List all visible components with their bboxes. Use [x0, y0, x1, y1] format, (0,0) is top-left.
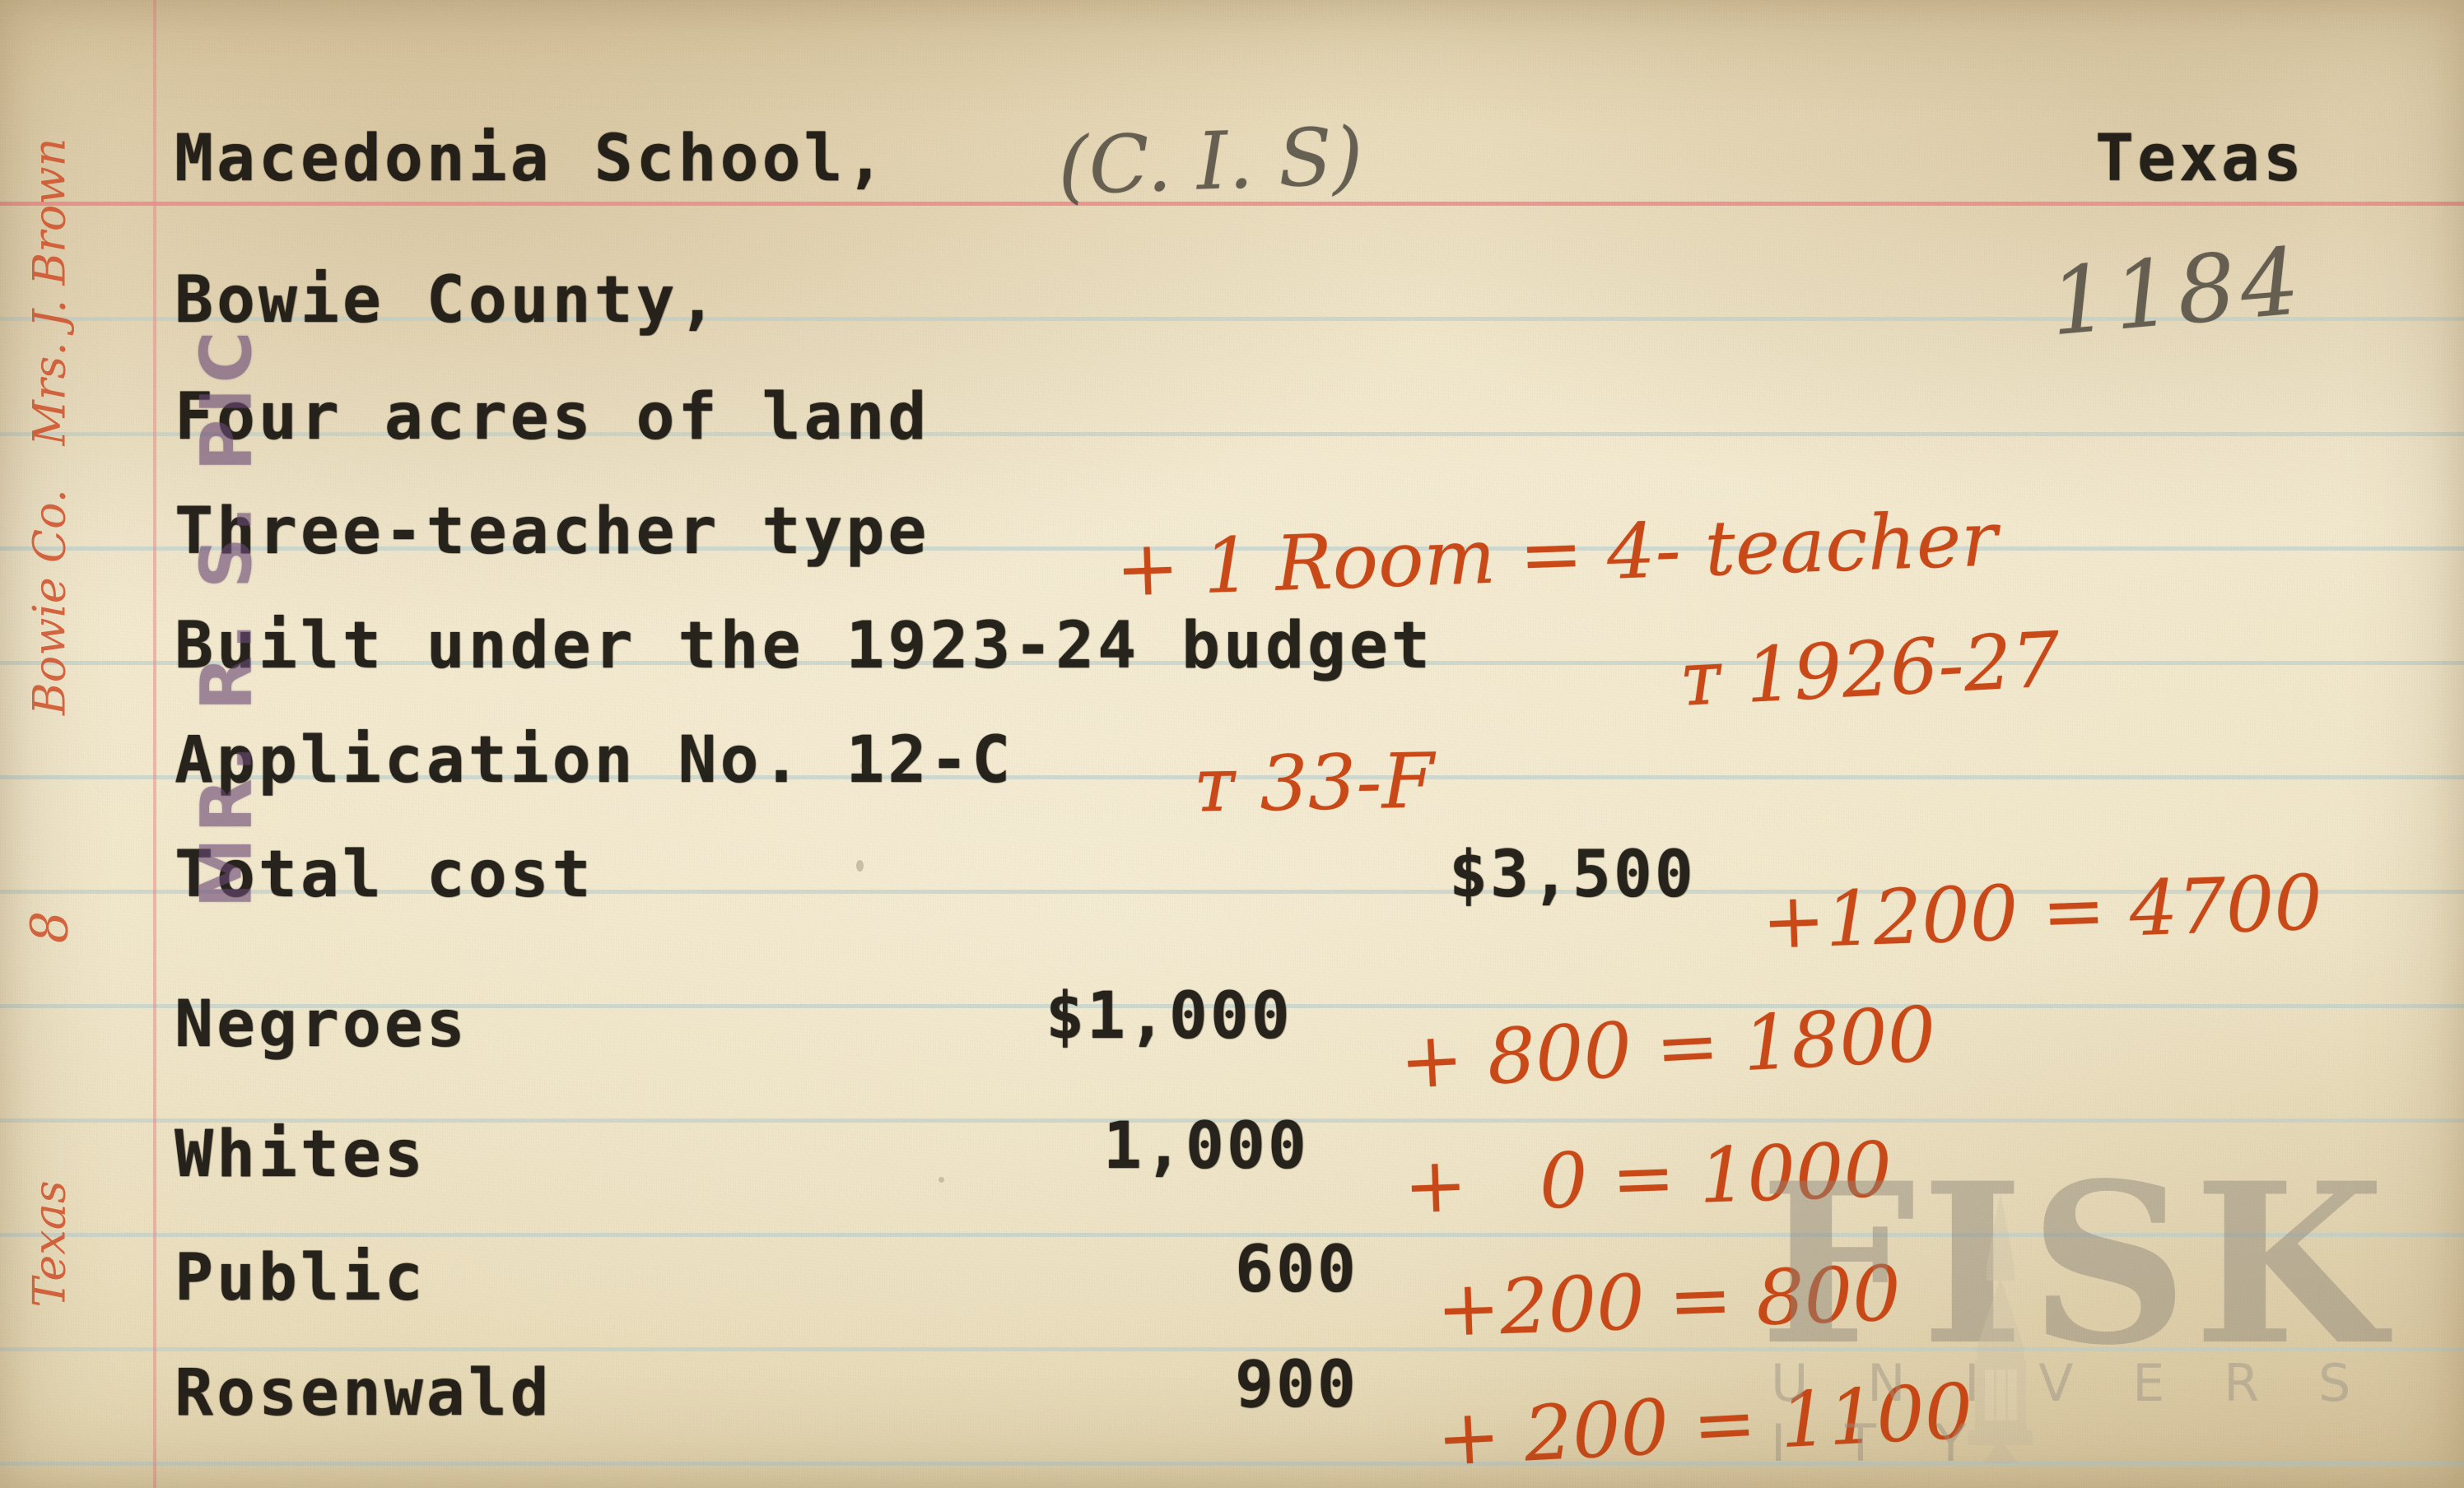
- ruled-line: [0, 661, 2464, 665]
- paper-speck: [860, 761, 869, 770]
- cost-label-total: Total cost: [175, 838, 594, 912]
- ruled-line: [0, 1004, 2464, 1008]
- line-label-teacher-type: Three-teacher type: [175, 495, 930, 569]
- cost-label-negroes: Negroes: [175, 988, 468, 1062]
- annotation-public: +200 = 800: [1435, 1249, 1903, 1354]
- margin-note-2: 8: [19, 910, 80, 944]
- annotation-total: +1200 = 4700: [1760, 858, 2324, 966]
- ruled-line-red: [0, 202, 2464, 206]
- county-label: Bowie County,: [175, 263, 720, 337]
- ruled-line: [0, 546, 2464, 551]
- cost-amount-whites: 1,000: [1103, 1109, 1309, 1183]
- ruled-line: [0, 775, 2464, 779]
- paper-speck: [856, 860, 864, 872]
- margin-rule: [153, 0, 156, 1488]
- cost-label-rosenwald: Rosenwald: [175, 1356, 552, 1430]
- cost-label-public: Public: [175, 1241, 426, 1315]
- archive-stamp: MR. R. S. PIC: [185, 326, 268, 909]
- cost-amount-negroes: $1,000: [1046, 979, 1293, 1053]
- ruled-line: [0, 1118, 2464, 1123]
- ruled-line: [0, 890, 2464, 894]
- ruled-line: [0, 1347, 2464, 1351]
- ruled-line: [0, 432, 2464, 436]
- state-label: Texas: [2095, 122, 2305, 196]
- cost-amount-rosenwald: 900: [1235, 1348, 1358, 1422]
- margin-note-0: Mrs. J. Brown: [23, 137, 76, 446]
- margin-note-3: Texas: [23, 1180, 76, 1308]
- ruled-line: [0, 1462, 2464, 1466]
- annotation-teacher-type: + 1 Room = 4- teacher: [1114, 495, 1999, 614]
- annotation-application: ᴛ 33-F: [1193, 737, 1436, 830]
- margin-note-1: Bowie Co.: [23, 489, 76, 715]
- line-label-acreage: Four acres of land: [175, 380, 930, 454]
- annotation-whites: + 0 = 1000: [1402, 1125, 1893, 1231]
- ruled-line: [0, 317, 2464, 321]
- line-label-application: Application No. 12-C: [175, 723, 1014, 797]
- cost-amount-public: 600: [1235, 1233, 1358, 1307]
- paper-speck: [939, 1177, 944, 1183]
- cost-amount-total: $3,500: [1449, 838, 1696, 912]
- line-label-budget: Built under the 1923-24 budget: [175, 609, 1433, 683]
- card-number: 1184: [2045, 227, 2309, 357]
- cost-label-whites: Whites: [175, 1118, 426, 1192]
- school-annotation: (C. I. S): [1056, 109, 1365, 213]
- annotation-budget: ᴛ 1926-27: [1677, 615, 2062, 724]
- school-name: Macedonia School,: [175, 122, 888, 196]
- ruled-line: [0, 1233, 2464, 1237]
